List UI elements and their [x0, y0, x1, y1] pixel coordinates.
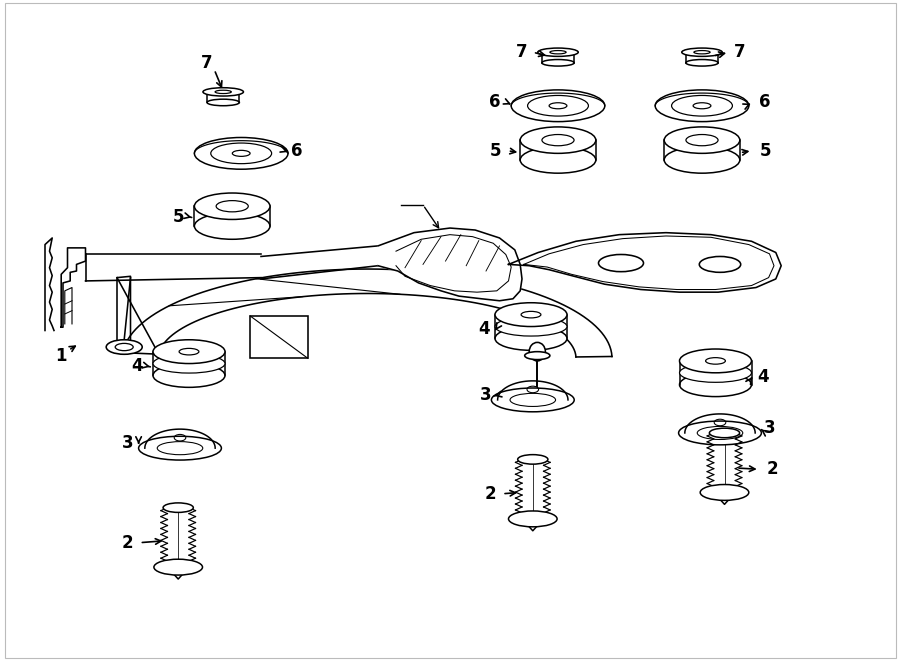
Text: 6: 6 [292, 141, 302, 160]
Ellipse shape [194, 137, 288, 169]
Ellipse shape [538, 48, 578, 56]
Text: 2: 2 [767, 460, 778, 479]
Ellipse shape [518, 455, 548, 464]
Ellipse shape [139, 436, 221, 460]
Ellipse shape [682, 48, 722, 56]
Ellipse shape [202, 88, 243, 96]
Ellipse shape [520, 127, 596, 153]
Text: 3: 3 [764, 418, 775, 437]
Text: 4: 4 [758, 368, 769, 386]
Ellipse shape [525, 352, 550, 360]
Ellipse shape [194, 213, 270, 239]
Ellipse shape [495, 327, 567, 350]
Ellipse shape [154, 559, 202, 575]
Text: 5: 5 [173, 208, 184, 226]
Ellipse shape [680, 349, 752, 373]
Text: 2: 2 [122, 534, 133, 553]
Text: 4: 4 [131, 357, 142, 375]
Text: 3: 3 [481, 385, 491, 404]
Ellipse shape [709, 428, 740, 438]
Ellipse shape [680, 364, 752, 382]
Ellipse shape [194, 193, 270, 219]
Ellipse shape [680, 373, 752, 397]
Text: 7: 7 [202, 54, 212, 72]
Ellipse shape [598, 254, 644, 272]
Ellipse shape [529, 342, 545, 361]
Text: 3: 3 [122, 434, 133, 452]
Ellipse shape [542, 59, 574, 66]
Ellipse shape [207, 99, 239, 106]
Ellipse shape [163, 503, 194, 512]
Text: 2: 2 [485, 485, 496, 504]
Ellipse shape [664, 147, 740, 173]
Ellipse shape [655, 90, 749, 122]
Text: 5: 5 [490, 141, 500, 160]
Ellipse shape [699, 256, 741, 272]
Ellipse shape [679, 421, 761, 445]
Ellipse shape [700, 485, 749, 500]
Ellipse shape [153, 354, 225, 373]
Text: 6: 6 [490, 93, 500, 112]
Text: 7: 7 [734, 42, 745, 61]
Polygon shape [378, 228, 522, 301]
Text: 4: 4 [479, 320, 490, 338]
Text: 7: 7 [517, 42, 527, 61]
Ellipse shape [153, 340, 225, 364]
Ellipse shape [511, 90, 605, 122]
Ellipse shape [664, 127, 740, 153]
Ellipse shape [508, 511, 557, 527]
Ellipse shape [153, 364, 225, 387]
Polygon shape [250, 316, 308, 358]
Ellipse shape [106, 340, 142, 354]
Ellipse shape [520, 147, 596, 173]
Polygon shape [508, 233, 781, 292]
Ellipse shape [491, 388, 574, 412]
Ellipse shape [495, 317, 567, 336]
Ellipse shape [686, 59, 718, 66]
Text: 5: 5 [760, 141, 770, 160]
Ellipse shape [495, 303, 567, 327]
Text: 6: 6 [760, 93, 770, 112]
Text: 1: 1 [56, 346, 67, 365]
